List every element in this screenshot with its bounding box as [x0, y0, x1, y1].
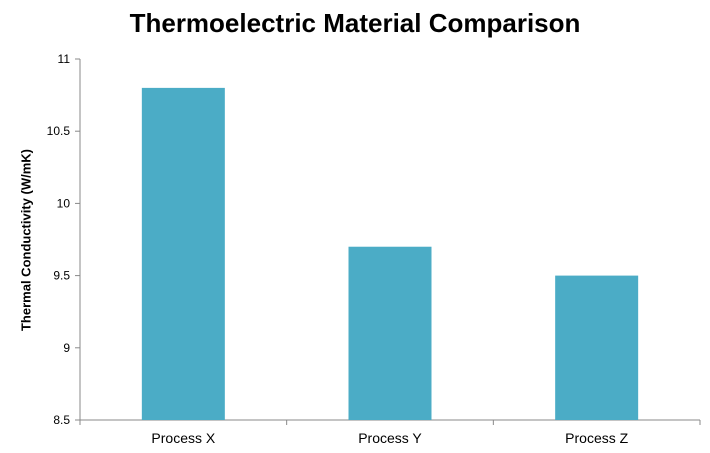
bar-process-y — [348, 246, 432, 420]
y-tick-label: 9.5 — [53, 269, 70, 283]
y-tick-label: 11 — [58, 52, 71, 66]
x-tick-label: Process Y — [358, 430, 422, 446]
y-tick-label: 9 — [63, 341, 70, 355]
y-tick-label: 8.5 — [53, 413, 70, 427]
x-tick-label: Process Z — [565, 430, 628, 446]
chart-title: Thermoelectric Material Comparison — [129, 8, 581, 38]
x-tick-label: Process X — [151, 430, 215, 446]
y-tick-label: 10.5 — [47, 124, 71, 138]
bar-process-x — [141, 87, 225, 420]
y-tick-label: 10 — [57, 196, 71, 210]
bar-process-z — [555, 275, 639, 420]
